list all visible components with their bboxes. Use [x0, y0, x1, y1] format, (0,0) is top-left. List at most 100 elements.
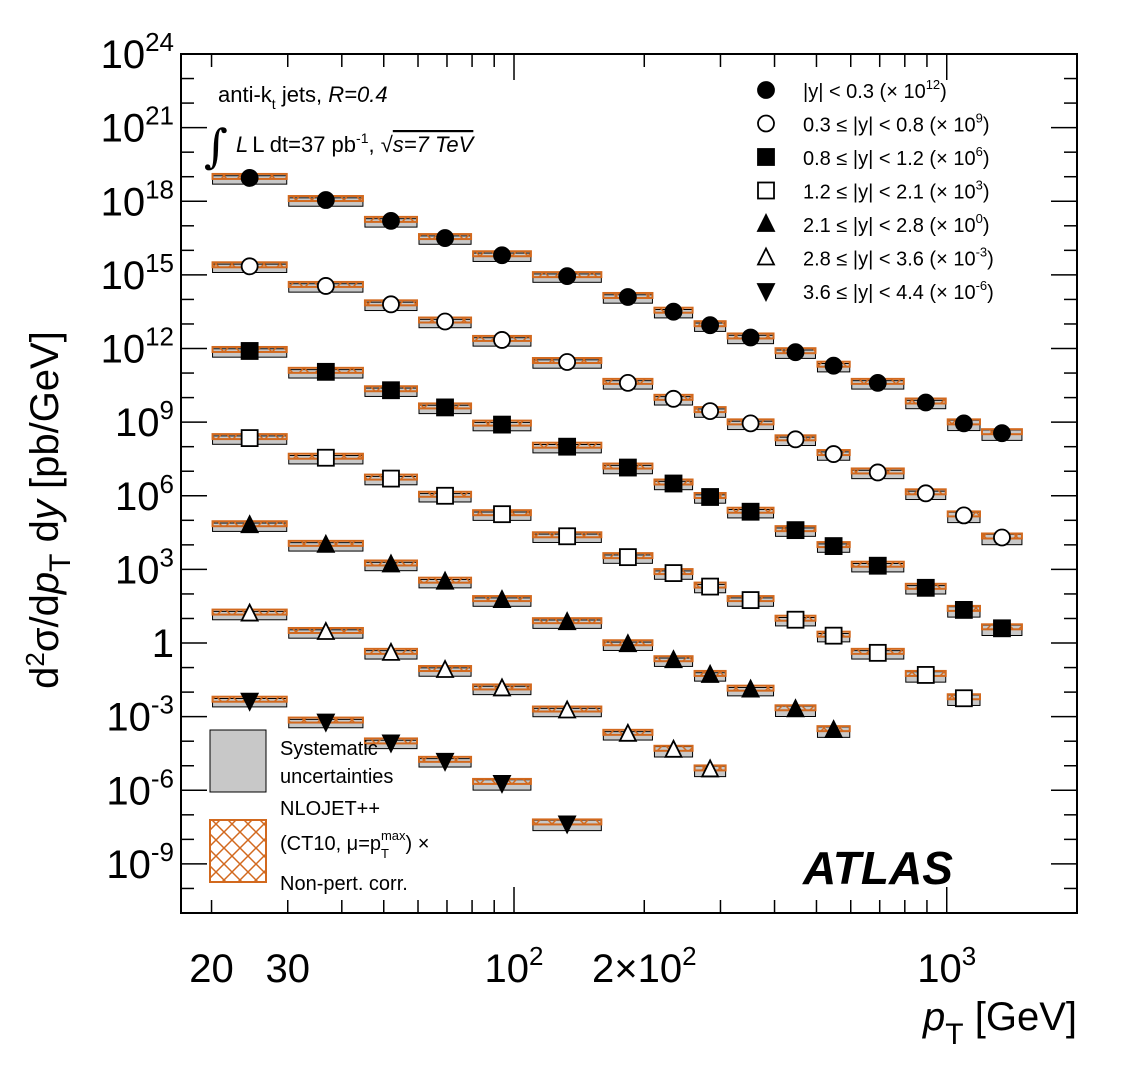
data-point: [240, 602, 260, 622]
theory-swatch: [209, 819, 267, 883]
data-point: [240, 514, 260, 534]
systematic-label-line2: uncertainties: [280, 766, 393, 788]
data-point: [700, 663, 720, 683]
data-point: [741, 591, 760, 609]
data-point: [436, 229, 454, 247]
y-tick-label: 1024: [101, 27, 174, 77]
data-point: [618, 373, 637, 392]
y-tick-label: 1015: [101, 248, 174, 298]
data-point: [618, 288, 637, 306]
data-point: [557, 611, 577, 631]
data-point: [492, 775, 512, 794]
data-point: [618, 548, 637, 567]
data-point: [786, 698, 805, 718]
x-tick-label: 30: [265, 947, 310, 991]
data-point: [493, 246, 511, 265]
data-point: [868, 373, 887, 392]
data-point: [316, 191, 335, 209]
theory-label-line3: Non-pert. corr.: [280, 873, 408, 895]
systematic-swatch: [209, 729, 267, 793]
data-point: [316, 448, 335, 467]
data-point: [493, 505, 511, 524]
y-tick-label: 1021: [101, 101, 174, 151]
x-tick-label: 2×102: [592, 941, 697, 991]
data-point: [786, 610, 805, 629]
y-tick-label: 106: [115, 469, 174, 519]
data-point: [824, 626, 843, 645]
data-point: [436, 398, 454, 417]
data-point: [381, 734, 401, 754]
y-tick-label: 1018: [101, 174, 174, 224]
axis-ticks: [181, 53, 1078, 914]
data-markers: [240, 169, 1011, 835]
data-point: [993, 619, 1011, 638]
data-point: [240, 692, 260, 712]
data-point: [381, 641, 401, 661]
data-point: [664, 649, 683, 669]
data-point: [492, 677, 512, 697]
data-point: [993, 424, 1011, 443]
data-point: [618, 722, 638, 742]
data-point: [741, 678, 761, 698]
data-point: [868, 463, 887, 482]
data-point: [558, 267, 577, 286]
legend-label: |y| < 0.3 (× 1012): [803, 77, 947, 103]
y-axis-title: d2σ/dpT dy [pb/GeV]: [20, 331, 77, 689]
theory-label-line1: NLOJET++: [280, 798, 380, 820]
data-point: [824, 356, 843, 375]
integral-symbol: ∫: [204, 119, 228, 173]
data-point: [316, 620, 336, 640]
data-point: [741, 414, 760, 433]
legend-label: 0.3 ≤ |y| < 0.8 (× 109): [803, 111, 989, 137]
theory-legend: NLOJET++ (CT10, μ=pTmax) × Non-pert. cor…: [209, 798, 429, 895]
legend-label: 3.6 ≤ |y| < 4.4 (× 10-6): [803, 278, 994, 304]
data-point: [240, 257, 259, 276]
data-point: [382, 295, 400, 314]
legend-marker: [757, 81, 775, 99]
data-point: [316, 533, 336, 553]
y-tick-label: 1: [152, 622, 174, 666]
data-point: [618, 458, 637, 477]
data-point: [664, 738, 683, 758]
y-tick-label: 10-9: [106, 837, 174, 887]
data-point: [916, 484, 935, 503]
data-point: [786, 343, 805, 362]
theory-bands: [211, 172, 1023, 832]
data-point: [381, 553, 401, 573]
data-point: [701, 488, 720, 506]
data-point: [493, 415, 511, 434]
data-point: [700, 758, 720, 778]
y-tick-label: 103: [115, 542, 174, 592]
data-point: [664, 302, 683, 321]
atlas-label: ATLAS: [802, 842, 953, 894]
legend-marker: [756, 283, 776, 303]
x-tick-label: 103: [917, 941, 976, 991]
data-point: [824, 537, 843, 555]
data-point: [558, 437, 577, 456]
data-point: [993, 528, 1011, 547]
data-point: [786, 430, 805, 449]
data-point: [558, 527, 577, 546]
data-point: [741, 328, 760, 347]
x-tick-label: 20: [189, 947, 234, 991]
data-point: [436, 312, 454, 331]
data-point: [741, 502, 760, 521]
data-point: [916, 578, 935, 597]
x-axis-title: pT [GeV]: [922, 995, 1077, 1051]
legend-marker: [757, 114, 775, 133]
y-tick-label: 1012: [101, 322, 174, 372]
data-point: [435, 570, 455, 590]
data-point: [954, 414, 973, 433]
y-tick-label: 10-6: [106, 763, 174, 813]
data-point: [492, 589, 512, 608]
data-point: [316, 277, 335, 295]
data-point: [493, 331, 511, 349]
y-tick-label: 10-3: [106, 690, 174, 740]
data-point: [664, 474, 683, 493]
x-tick-labels: 20 30 102 2×102 103: [189, 941, 976, 991]
data-point: [868, 643, 887, 662]
data-point: [436, 486, 454, 505]
data-point: [382, 469, 400, 488]
data-point: [786, 521, 805, 540]
